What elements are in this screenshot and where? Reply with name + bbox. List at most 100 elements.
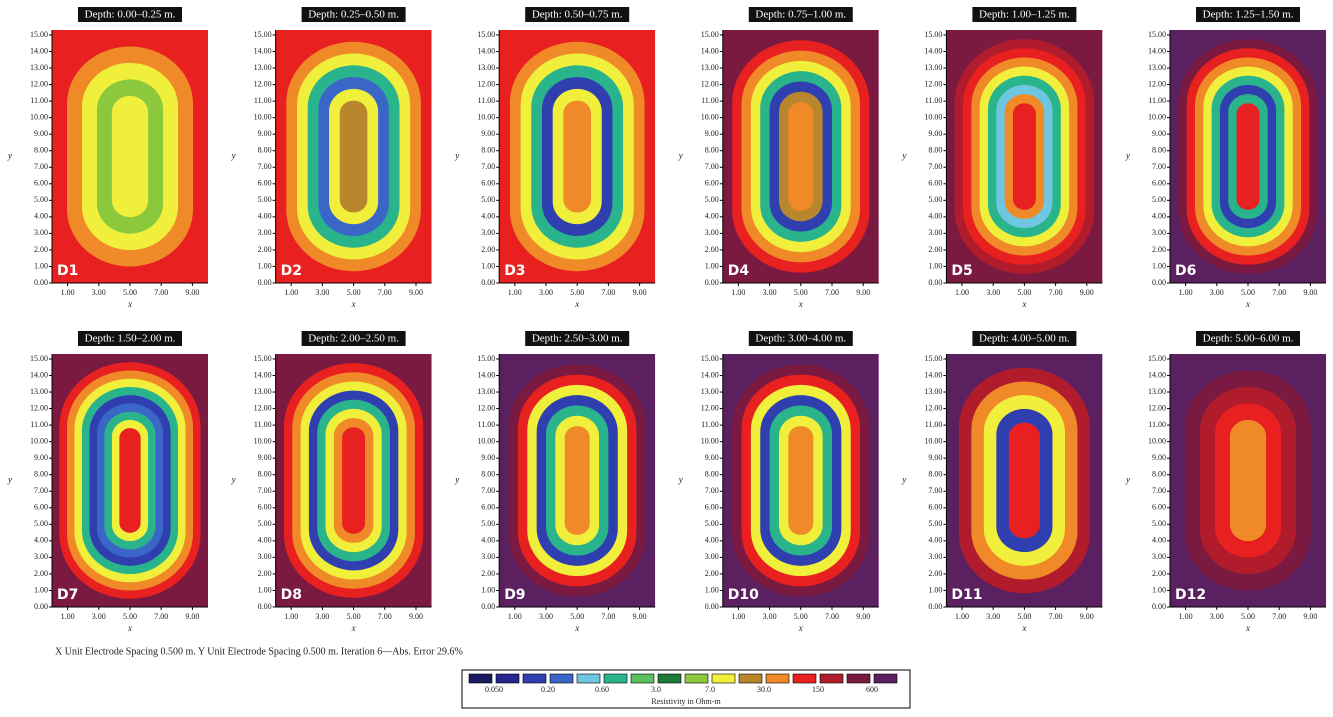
legend-swatch [550, 674, 573, 683]
y-tick-label: 15.00 [701, 354, 719, 363]
y-axis-label: y [454, 151, 459, 161]
x-tick-label: 9.00 [1080, 288, 1094, 297]
y-tick-label: 15.00 [30, 30, 48, 39]
y-tick-label: 2.00 [928, 245, 942, 254]
y-tick-label: 3.00 [258, 552, 272, 561]
y-tick-label: 14.00 [30, 46, 48, 55]
plot-area [52, 354, 208, 607]
y-tick-label: 4.00 [928, 536, 942, 545]
panel-label: D12 [1175, 587, 1206, 603]
y-tick-label: 14.00 [1148, 46, 1166, 55]
y-tick-label: 3.00 [34, 228, 48, 237]
y-tick-label: 1.00 [928, 585, 942, 594]
x-tick-label: 1.00 [1179, 612, 1193, 621]
y-axis-label: y [454, 475, 459, 485]
plot-area [723, 354, 879, 607]
y-tick-label: 12.00 [1148, 403, 1166, 412]
y-tick-label: 7.00 [258, 162, 272, 171]
y-tick-label: 6.00 [258, 503, 272, 512]
y-tick-label: 3.00 [481, 228, 495, 237]
y-tick-label: 2.00 [481, 569, 495, 578]
panel-title: Depth: 1.00–1.25 m. [979, 9, 1070, 21]
legend-swatch [604, 674, 627, 683]
ring [1230, 420, 1266, 541]
x-tick-label: 3.00 [986, 612, 1000, 621]
plot-area [276, 30, 432, 283]
panel-title: Depth: 0.75–1.00 m. [755, 9, 846, 21]
y-tick-label: 6.00 [928, 179, 942, 188]
y-tick-label: 8.00 [34, 470, 48, 479]
panel-label: D8 [281, 587, 302, 603]
y-tick-label: 13.00 [254, 63, 272, 72]
x-axis-label: x [1245, 299, 1250, 309]
y-tick-label: 8.00 [705, 146, 719, 155]
y-tick-label: 12.00 [254, 79, 272, 88]
y-tick-label: 7.00 [258, 486, 272, 495]
y-tick-label: 15.00 [1148, 30, 1166, 39]
x-tick-label: 3.00 [92, 288, 106, 297]
y-tick-label: 10.00 [701, 436, 719, 445]
y-tick-label: 13.00 [924, 63, 942, 72]
legend-label: 0.60 [595, 685, 609, 694]
y-axis-label: y [1125, 151, 1130, 161]
legend-swatch [577, 674, 600, 683]
y-tick-label: 6.00 [1152, 179, 1166, 188]
y-tick-label: 7.00 [928, 486, 942, 495]
y-tick-label: 5.00 [481, 519, 495, 528]
x-tick-label: 5.00 [794, 612, 808, 621]
y-tick-label: 7.00 [481, 162, 495, 171]
y-tick-label: 2.00 [34, 569, 48, 578]
ring [1013, 103, 1036, 210]
y-tick-label: 2.00 [481, 245, 495, 254]
y-tick-label: 3.00 [705, 228, 719, 237]
y-tick-label: 13.00 [1148, 63, 1166, 72]
y-axis-label: y [231, 151, 236, 161]
ring [563, 101, 591, 213]
panel-title: Depth: 0.00–0.25 m. [85, 9, 176, 21]
panel-label: D7 [57, 587, 78, 603]
x-tick-label: 5.00 [123, 612, 137, 621]
y-tick-label: 1.00 [1152, 261, 1166, 270]
legend-label: 0.20 [541, 685, 555, 694]
plot-area [499, 30, 655, 283]
x-axis-label: x [798, 623, 803, 633]
y-tick-label: 3.00 [928, 228, 942, 237]
x-tick-label: 5.00 [570, 612, 584, 621]
x-axis-label: x [127, 299, 132, 309]
ring [1009, 423, 1040, 539]
y-tick-label: 8.00 [34, 146, 48, 155]
x-tick-label: 7.00 [154, 288, 168, 297]
y-tick-label: 0.00 [1152, 278, 1166, 287]
y-tick-label: 7.00 [34, 162, 48, 171]
y-tick-label: 15.00 [30, 354, 48, 363]
x-tick-label: 3.00 [763, 612, 777, 621]
y-tick-label: 11.00 [30, 96, 48, 105]
ring [119, 428, 140, 533]
y-tick-label: 0.00 [928, 278, 942, 287]
x-tick-label: 7.00 [378, 288, 392, 297]
y-tick-label: 2.00 [928, 569, 942, 578]
panel-title: Depth: 2.50–3.00 m. [532, 333, 623, 345]
x-tick-label: 9.00 [185, 612, 199, 621]
ring [565, 426, 590, 535]
x-tick-label: 7.00 [601, 612, 615, 621]
caption: X Unit Electrode Spacing 0.500 m. Y Unit… [55, 646, 463, 657]
y-tick-label: 6.00 [705, 179, 719, 188]
x-tick-label: 7.00 [378, 612, 392, 621]
panel-title: Depth: 0.50–0.75 m. [532, 9, 623, 21]
y-tick-label: 6.00 [34, 503, 48, 512]
x-tick-label: 3.00 [92, 612, 106, 621]
x-tick-label: 7.00 [825, 612, 839, 621]
y-tick-label: 1.00 [705, 585, 719, 594]
y-tick-label: 0.00 [1152, 602, 1166, 611]
panel-title: Depth: 0.25–0.50 m. [308, 9, 399, 21]
y-tick-label: 6.00 [1152, 503, 1166, 512]
y-tick-label: 4.00 [258, 536, 272, 545]
y-tick-label: 15.00 [254, 354, 272, 363]
y-tick-label: 8.00 [928, 470, 942, 479]
y-tick-label: 8.00 [258, 470, 272, 479]
plot-area [946, 354, 1102, 607]
y-tick-label: 13.00 [701, 387, 719, 396]
y-tick-label: 0.00 [481, 602, 495, 611]
plot-area [52, 30, 208, 283]
